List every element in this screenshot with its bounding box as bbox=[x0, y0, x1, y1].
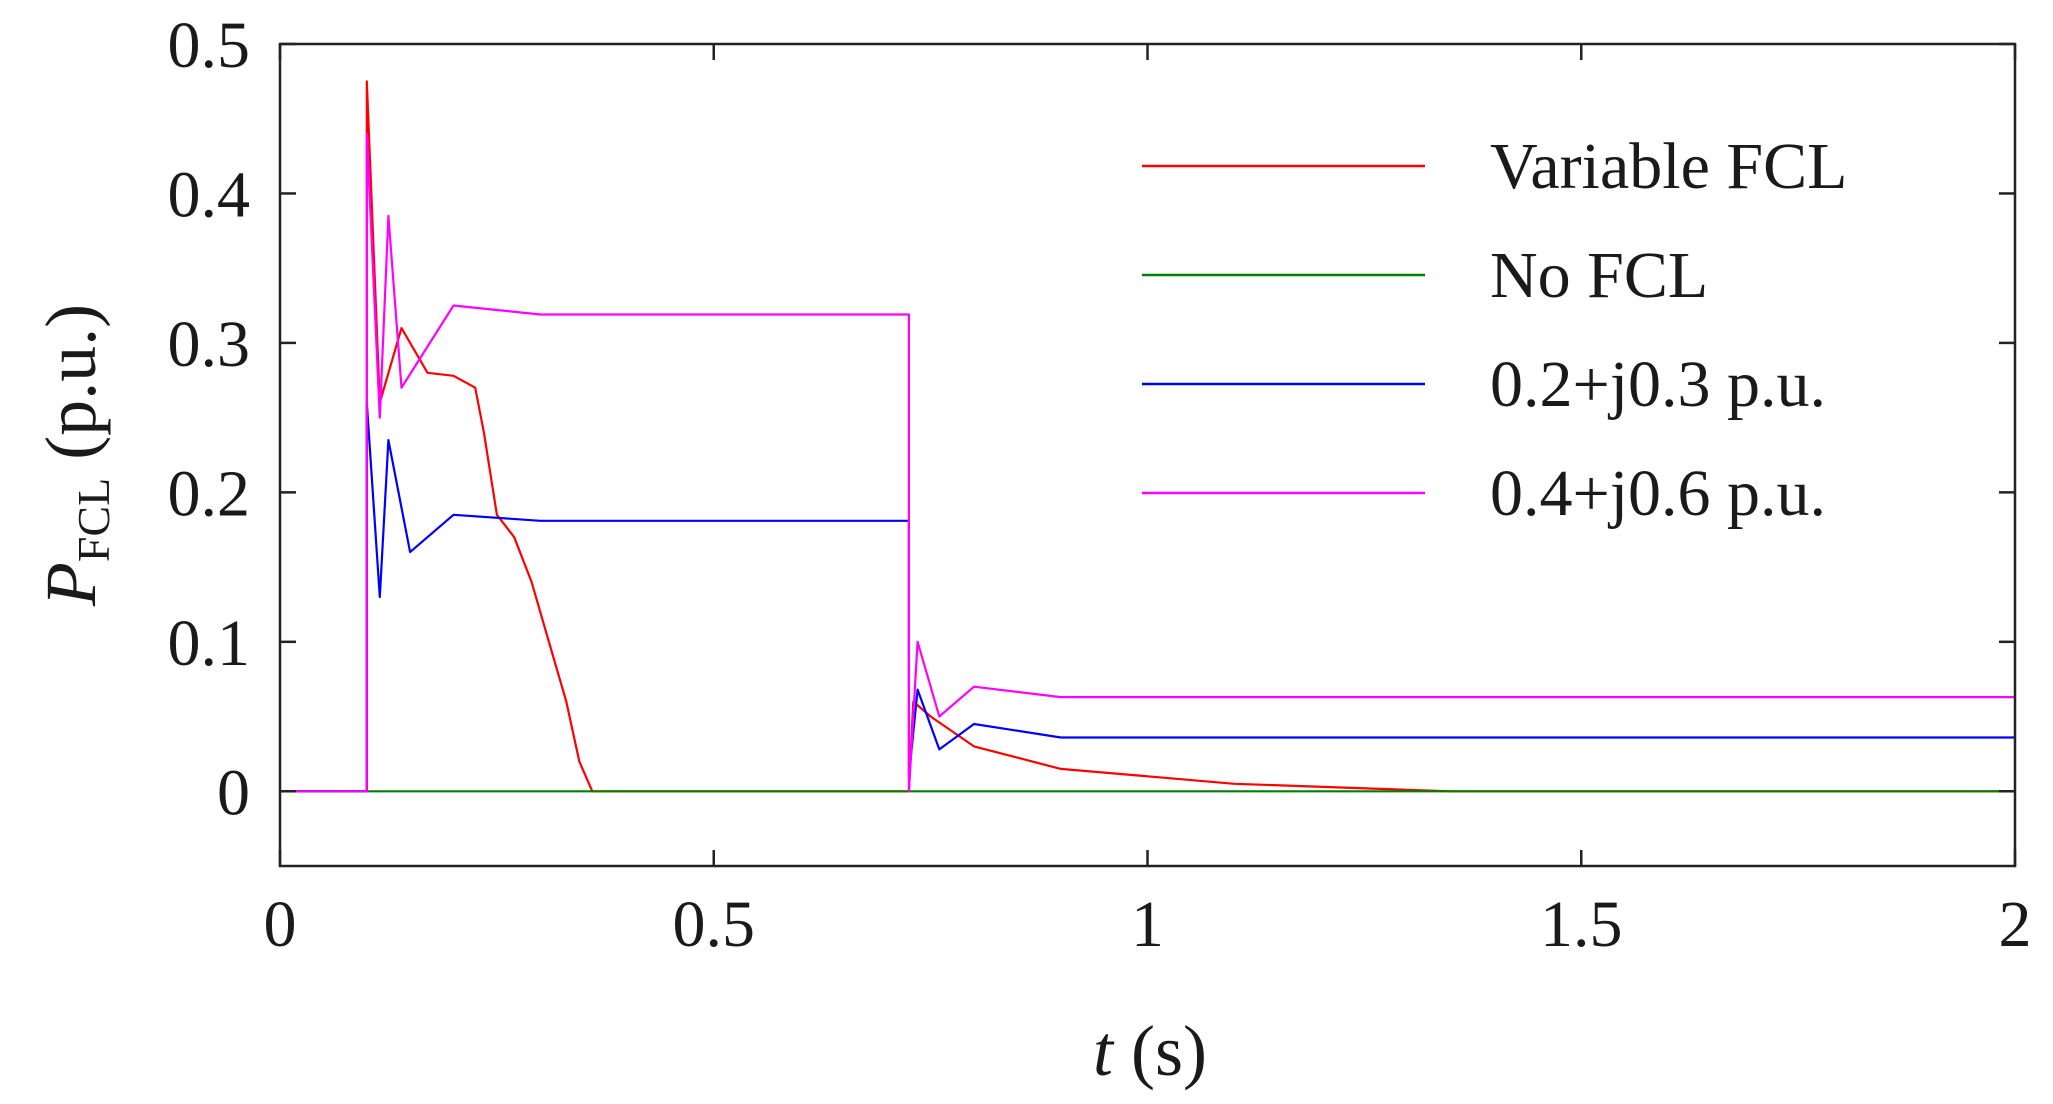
y-tick-label: 0.4 bbox=[168, 158, 251, 231]
legend-label: 0.4+j0.6 p.u. bbox=[1490, 457, 1826, 530]
x-tick-label: 1 bbox=[1131, 888, 1164, 961]
y-axis-unit: (p.u.) bbox=[31, 304, 111, 478]
series-layer bbox=[280, 80, 2015, 793]
y-axis-sub: FCL bbox=[68, 478, 119, 562]
y-tick-label: 0.5 bbox=[168, 9, 251, 82]
y-axis-title: PFCL (p.u.) bbox=[31, 304, 119, 607]
y-tick-label: 0.2 bbox=[168, 457, 251, 530]
legend-label: 0.2+j0.3 p.u. bbox=[1490, 348, 1826, 421]
x-tick-label: 0.5 bbox=[673, 888, 756, 961]
series-line-variable-fcl bbox=[280, 80, 2015, 793]
x-axis-var: t bbox=[1093, 1011, 1115, 1091]
series-line-0-4-j0-6-p-u- bbox=[280, 132, 2015, 793]
x-axis-title: t (s) bbox=[1093, 1011, 1207, 1091]
y-tick-label: 0.3 bbox=[168, 308, 251, 381]
legend-label: No FCL bbox=[1490, 239, 1708, 312]
x-axis-unit: (s) bbox=[1113, 1011, 1207, 1091]
y-tick-label: 0.1 bbox=[168, 607, 251, 680]
x-tick-label: 2 bbox=[1999, 888, 2032, 961]
x-tick-label: 1.5 bbox=[1540, 888, 1623, 961]
x-axis: 0 0.5 1 1.5 2 bbox=[264, 44, 2032, 961]
legend-label: Variable FCL bbox=[1490, 130, 1847, 203]
series-line-0-2-j0-3-p-u- bbox=[280, 401, 2015, 793]
y-tick-label: 0 bbox=[217, 756, 250, 829]
y-axis-var: P bbox=[31, 562, 111, 607]
y-axis: 0 0.1 0.2 0.3 0.4 0.5 bbox=[168, 9, 2015, 829]
x-tick-label: 0 bbox=[264, 888, 297, 961]
legend: Variable FCL No FCL 0.2+j0.3 p.u. 0.4+j0.6 … bbox=[1142, 130, 1847, 530]
